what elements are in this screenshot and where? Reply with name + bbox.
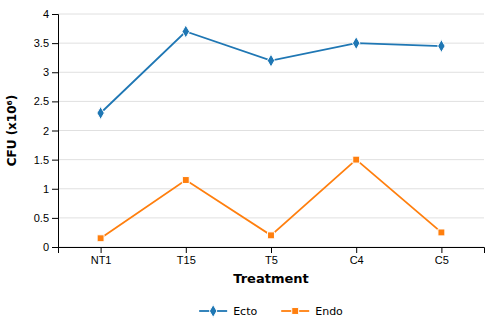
x-tick: T15 <box>177 247 196 266</box>
y-tick-mark <box>52 160 58 161</box>
marker <box>97 107 104 120</box>
x-tick: C5 <box>435 247 449 266</box>
y-tick: 4 <box>43 8 58 20</box>
legend-label: Endo <box>315 305 343 318</box>
marker <box>182 25 189 38</box>
y-tick-mark <box>52 72 58 73</box>
legend: Ecto Endo <box>199 305 343 318</box>
x-tick-mark <box>186 247 187 253</box>
marker <box>352 37 359 50</box>
grid-line <box>58 101 484 102</box>
series-line <box>101 160 442 239</box>
y-tick-label: 2 <box>43 125 49 137</box>
x-axis: NT1 T15 T5 C4 C5 <box>59 247 485 266</box>
plot: 0 0.5 1 1.5 2 2.5 3 3.5 4 NT1 T15 T5 C4 C5 Treatment CF… <box>5 8 485 286</box>
marker <box>97 235 104 242</box>
grid-line <box>58 130 484 131</box>
y-tick-mark <box>52 14 58 15</box>
x-axis-line <box>59 248 485 254</box>
x-tick: NT1 <box>91 247 112 266</box>
y-axis: 0 0.5 1 1.5 2 2.5 3 3.5 4 <box>34 8 59 253</box>
series-line <box>101 31 442 113</box>
legend-label: Ecto <box>233 305 257 318</box>
y-axis-line <box>52 15 59 248</box>
marker <box>182 177 189 184</box>
x-tick-mark <box>356 247 357 253</box>
x-tick-label: T5 <box>265 254 278 266</box>
grid-line <box>58 72 484 73</box>
y-tick-label: 3 <box>43 66 49 78</box>
legend-item: Ecto <box>199 305 257 318</box>
y-axis-title: CFU (x10⁶) <box>5 95 19 167</box>
x-tick: T5 <box>265 247 278 266</box>
marker <box>438 40 445 53</box>
y-tick-mark <box>52 101 58 102</box>
marker <box>267 54 274 67</box>
x-tick-label: NT1 <box>91 254 112 266</box>
y-tick-mark <box>52 43 58 44</box>
x-tick-label: T15 <box>177 254 196 266</box>
y-tick-label: 0.5 <box>34 212 49 224</box>
grid-line <box>58 188 484 189</box>
x-tick-mark <box>441 247 442 253</box>
x-tick-mark <box>271 247 272 253</box>
y-tick: 2.5 <box>34 95 58 107</box>
y-tick: 0.5 <box>34 212 58 224</box>
grid <box>58 14 484 247</box>
y-tick-label: 4 <box>43 8 49 20</box>
x-tick: C4 <box>350 247 364 266</box>
grid-line <box>58 217 484 218</box>
x-tick-mark <box>101 247 102 253</box>
y-tick: 1 <box>43 183 58 195</box>
marks <box>97 25 445 242</box>
y-tick-label: 1.5 <box>34 154 49 166</box>
marker <box>438 229 445 236</box>
y-tick-mark <box>52 247 58 248</box>
legend-item: Endo <box>281 305 343 318</box>
y-tick-label: 2.5 <box>34 95 49 107</box>
y-tick: 3 <box>43 66 58 78</box>
x-tick-label: C5 <box>435 254 449 266</box>
y-tick: 2 <box>43 125 58 137</box>
y-tick-mark <box>52 218 58 219</box>
legend-marker <box>292 308 299 315</box>
legend-marker <box>209 305 216 318</box>
y-tick-label: 3.5 <box>34 37 49 49</box>
y-tick: 0 <box>43 241 58 253</box>
grid-line <box>58 159 484 160</box>
y-tick: 1.5 <box>34 154 58 166</box>
y-tick: 3.5 <box>34 37 58 49</box>
marker <box>353 156 360 163</box>
y-tick-label: 0 <box>43 241 49 253</box>
x-tick-label: C4 <box>350 254 364 266</box>
y-tick-label: 1 <box>43 183 49 195</box>
chart: 0 0.5 1 1.5 2 2.5 3 3.5 4 NT1 T15 T5 C4 C5 Treatment CF… <box>0 0 500 335</box>
marker <box>268 232 275 239</box>
grid-line <box>58 14 484 15</box>
grid-line <box>58 43 484 44</box>
x-axis-title: Treatment <box>233 271 309 286</box>
y-tick-mark <box>52 189 58 190</box>
y-tick-mark <box>52 131 58 132</box>
